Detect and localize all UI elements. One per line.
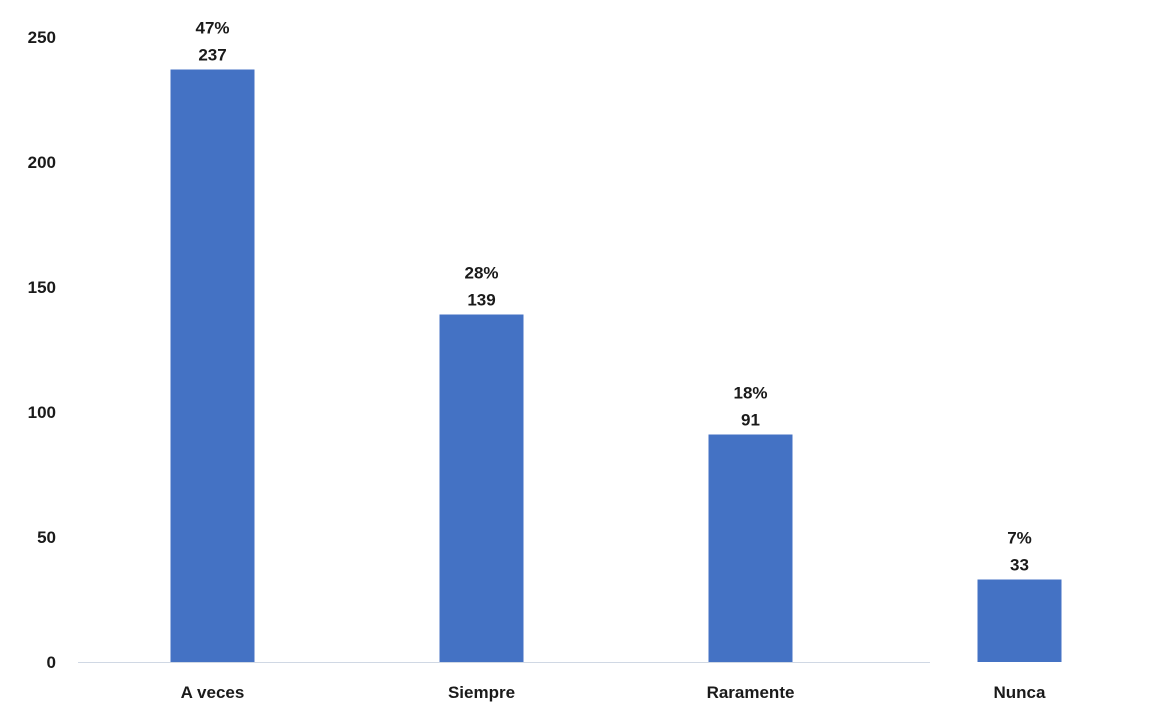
value-label: 139 bbox=[467, 291, 495, 310]
percent-label: 7% bbox=[1007, 529, 1032, 548]
value-label: 237 bbox=[198, 46, 226, 65]
x-axis: A veces Siempre Raramente Nunca bbox=[181, 683, 1046, 702]
bar bbox=[439, 314, 524, 662]
data-labels: 47% 237 28% 139 18% 91 7% 33 bbox=[195, 19, 1031, 575]
category-label: Nunca bbox=[994, 683, 1047, 702]
percent-label: 47% bbox=[195, 19, 229, 38]
y-tick-label: 50 bbox=[37, 528, 56, 547]
bar bbox=[708, 434, 793, 662]
category-label: Siempre bbox=[448, 683, 515, 702]
y-tick-label: 100 bbox=[28, 403, 56, 422]
y-tick-label: 200 bbox=[28, 153, 56, 172]
bar bbox=[977, 579, 1062, 662]
y-tick-label: 150 bbox=[28, 278, 56, 297]
bar bbox=[170, 69, 255, 662]
category-label: A veces bbox=[181, 683, 245, 702]
value-label: 91 bbox=[741, 411, 760, 430]
y-axis: 0 50 100 150 200 250 bbox=[28, 28, 56, 672]
y-tick-label: 0 bbox=[47, 653, 56, 672]
percent-label: 18% bbox=[733, 384, 767, 403]
percent-label: 28% bbox=[464, 264, 498, 283]
bars bbox=[170, 69, 1062, 662]
y-tick-label: 250 bbox=[28, 28, 56, 47]
category-label: Raramente bbox=[707, 683, 795, 702]
value-label: 33 bbox=[1010, 556, 1029, 575]
